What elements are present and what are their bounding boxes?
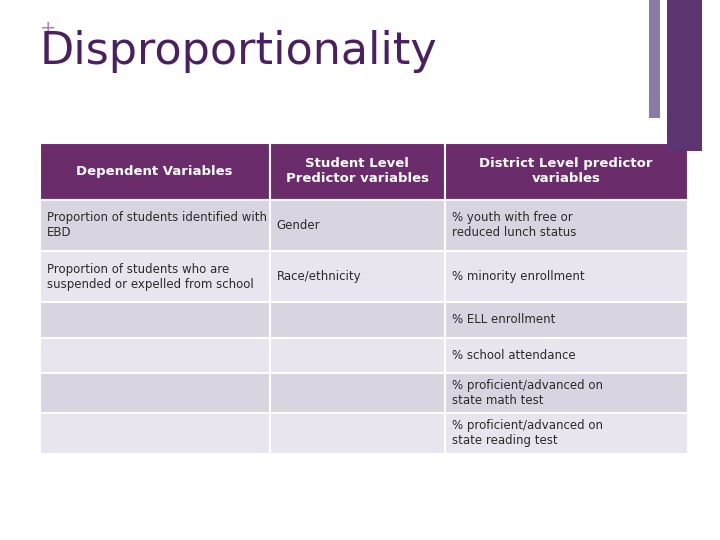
FancyBboxPatch shape: [269, 143, 444, 200]
FancyBboxPatch shape: [444, 302, 688, 338]
Text: District Level predictor
variables: District Level predictor variables: [480, 158, 653, 185]
Text: Dependent Variables: Dependent Variables: [76, 165, 233, 178]
FancyBboxPatch shape: [649, 0, 660, 118]
FancyBboxPatch shape: [269, 338, 444, 373]
FancyBboxPatch shape: [40, 251, 269, 302]
FancyBboxPatch shape: [444, 251, 688, 302]
FancyBboxPatch shape: [269, 302, 444, 338]
FancyBboxPatch shape: [40, 143, 269, 200]
FancyBboxPatch shape: [444, 200, 688, 251]
FancyBboxPatch shape: [444, 373, 688, 413]
Text: % proficient/advanced on
state reading test: % proficient/advanced on state reading t…: [452, 420, 603, 447]
Text: % school attendance: % school attendance: [452, 348, 575, 362]
FancyBboxPatch shape: [269, 413, 444, 454]
Text: % youth with free or
reduced lunch status: % youth with free or reduced lunch statu…: [452, 212, 576, 239]
Text: Disproportionality: Disproportionality: [40, 30, 437, 73]
Text: % ELL enrollment: % ELL enrollment: [452, 313, 555, 327]
Text: +: +: [40, 19, 56, 38]
FancyBboxPatch shape: [40, 413, 269, 454]
FancyBboxPatch shape: [40, 373, 269, 413]
Text: Student Level
Predictor variables: Student Level Predictor variables: [286, 158, 428, 185]
Text: Race/ethnicity: Race/ethnicity: [276, 270, 361, 284]
FancyBboxPatch shape: [40, 338, 269, 373]
FancyBboxPatch shape: [269, 373, 444, 413]
FancyBboxPatch shape: [667, 0, 702, 151]
FancyBboxPatch shape: [444, 338, 688, 373]
Text: Gender: Gender: [276, 219, 320, 232]
Text: Proportion of students identified with
EBD: Proportion of students identified with E…: [47, 212, 267, 239]
Text: % minority enrollment: % minority enrollment: [452, 270, 585, 284]
FancyBboxPatch shape: [40, 200, 269, 251]
FancyBboxPatch shape: [40, 302, 269, 338]
Text: % proficient/advanced on
state math test: % proficient/advanced on state math test: [452, 379, 603, 407]
Text: Proportion of students who are
suspended or expelled from school: Proportion of students who are suspended…: [47, 263, 253, 291]
FancyBboxPatch shape: [269, 200, 444, 251]
FancyBboxPatch shape: [444, 143, 688, 200]
FancyBboxPatch shape: [444, 413, 688, 454]
FancyBboxPatch shape: [269, 251, 444, 302]
